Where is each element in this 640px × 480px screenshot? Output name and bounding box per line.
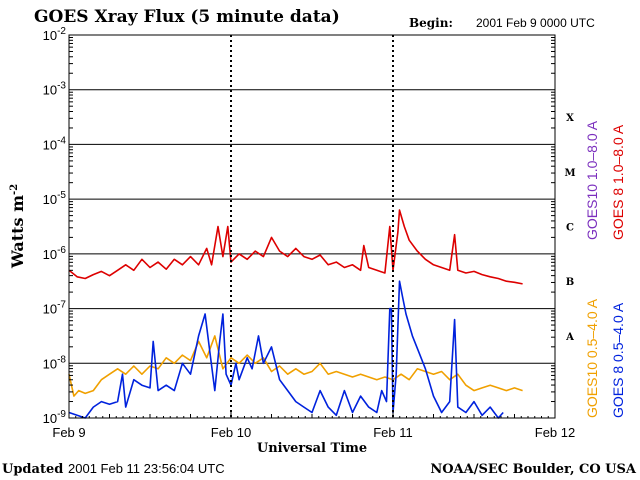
begin-value: 2001 Feb 9 0000 UTC <box>476 16 595 30</box>
legend-goes8-long: GOES 8 1.0–8.0 A <box>610 124 626 240</box>
updated-label: Updated <box>2 462 63 477</box>
updated-value: 2001 Feb 11 23:56:04 UTC <box>68 461 225 476</box>
flare-class-X: X <box>566 113 574 124</box>
plot-frame <box>68 34 556 419</box>
y-tick-label: 10-9 <box>43 409 67 426</box>
y-axis-label: Watts m-2 <box>8 184 27 269</box>
y-axis-ticks: 10-2 10-3 10-4 10-5 10-6 10-7 10-8 10-9 <box>43 26 555 426</box>
day-dividers <box>230 35 394 418</box>
x-axis-ticks: Feb 9 Feb 10 Feb 11 Feb 12 <box>52 412 575 440</box>
y-tick-label: 10-6 <box>43 245 67 262</box>
series-line-1 <box>68 209 523 285</box>
y-tick-label: 10-7 <box>43 300 67 317</box>
flare-class-M: M <box>564 168 575 179</box>
legend-goes8-short: GOES 8 0.5–4.0 A <box>610 302 626 418</box>
y-tick-label: 10-3 <box>43 81 67 98</box>
begin-label: Begin: <box>409 16 453 30</box>
x-tick-label-2: Feb 11 <box>373 425 413 440</box>
chart-title: GOES Xray Flux (5 minute data) <box>34 7 340 27</box>
credit: NOAA/SEC Boulder, CO USA <box>430 462 637 477</box>
flare-class-A: A <box>565 332 574 343</box>
x-tick-label-0: Feb 9 <box>52 425 85 440</box>
series-layer <box>68 209 523 419</box>
y-tick-label: 10-8 <box>43 354 67 371</box>
y-tick-label: 10-2 <box>43 26 67 43</box>
gridlines <box>69 34 555 419</box>
x-tick-label-1: Feb 10 <box>211 425 251 440</box>
legend-goes10-long: GOES10 1.0–8.0 A <box>584 120 600 240</box>
legend-goes10-short: GOES10 0.5–4.0 A <box>584 298 600 418</box>
x-tick-label-3: Feb 12 <box>535 425 575 440</box>
x-axis-label: Universal Time <box>257 441 367 456</box>
flare-class-labels: X M C B A <box>564 113 575 343</box>
series-line-3 <box>68 280 504 419</box>
flare-class-B: B <box>566 277 574 288</box>
y-tick-label: 10-4 <box>43 135 67 152</box>
series-line-2 <box>68 335 523 397</box>
flare-class-C: C <box>566 223 574 234</box>
y-tick-label: 10-5 <box>43 190 67 207</box>
